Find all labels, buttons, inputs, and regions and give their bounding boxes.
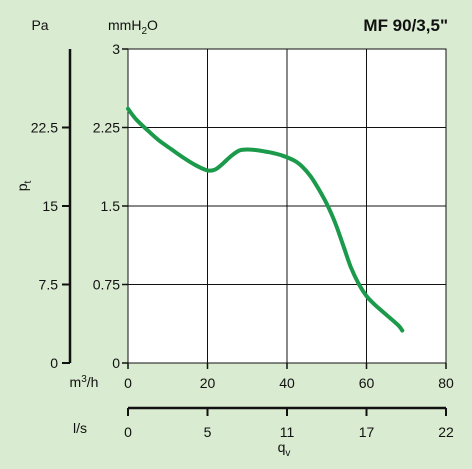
m3h-tick-label: 40 [279,375,295,391]
y-axis-name: pt [14,180,34,191]
ls-tick-label: 22 [438,424,454,440]
pa-tick-labels: 22.5 15 7.5 0 [31,120,58,372]
pa-tick-label: 7.5 [39,277,59,293]
m3h-tick-label: 60 [359,375,375,391]
m3h-tick-label: 80 [438,375,454,391]
pa-tick-label: 15 [42,198,58,214]
pa-ticks [62,126,70,364]
mmh2o-tick-label: 0 [112,355,120,371]
mmh2o-tick-labels: 3 2.25 1.5 0.75 0 [93,41,120,371]
ls-unit-label: l/s [73,420,87,436]
ls-tick-label: 0 [124,424,132,440]
right-unit-label: mmH2O [108,17,158,37]
m3h-tick-label: 0 [124,375,132,391]
chart-title: MF 90/3,5" [363,16,448,35]
m3h-tick-label: 20 [200,375,216,391]
left-unit-label: Pa [31,17,48,33]
ls-tick-label: 5 [204,424,212,440]
series-curve [126,106,405,333]
m3h-unit-label: m3/h [70,374,99,390]
mmh2o-tick-label: 0.75 [93,277,120,293]
x-axis-name: qv [278,439,291,459]
ls-tick-marks [127,408,447,416]
grid [128,49,446,363]
pa-tick-label: 22.5 [31,120,58,136]
ls-tick-label: 11 [280,424,295,440]
mmh2o-tick-label: 2.25 [93,120,120,136]
mmh2o-tick-label: 1.5 [101,198,121,214]
tick-marks [122,48,447,369]
ls-tick-labels: 0 5 11 17 22 [124,424,454,440]
mmh2o-tick-label: 3 [112,41,120,57]
ls-tick-label: 17 [359,424,375,440]
m3h-tick-labels: 0 20 40 60 80 [124,375,454,391]
pa-tick-label: 0 [50,355,58,371]
